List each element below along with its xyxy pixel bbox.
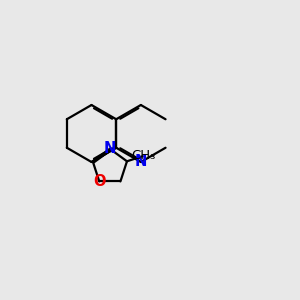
Text: N: N (135, 154, 147, 169)
Text: CH₃: CH₃ (131, 148, 155, 162)
Text: N: N (104, 141, 116, 156)
Text: O: O (93, 174, 106, 189)
